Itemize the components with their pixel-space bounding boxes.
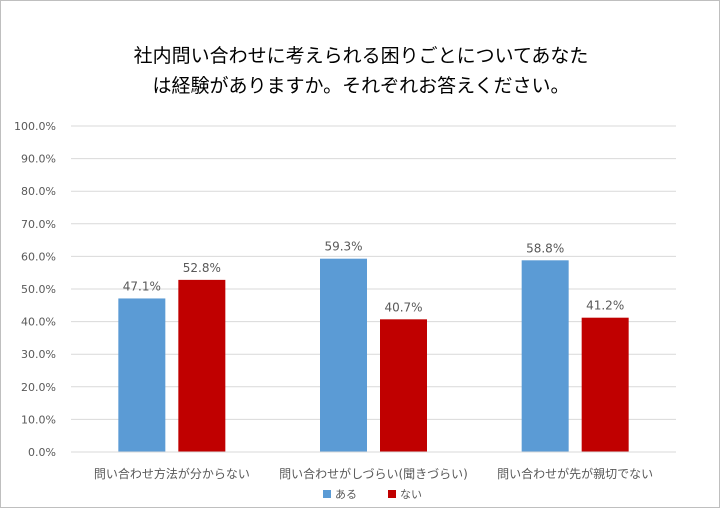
y-tick-label: 30.0% [21,348,56,361]
y-tick-label: 0.0% [28,446,56,459]
bar [521,260,569,452]
data-label: 41.2% [586,299,624,313]
legend-swatch [323,490,331,498]
y-tick-label: 40.0% [21,316,56,329]
bar [178,279,226,452]
y-tick-label: 80.0% [21,185,56,198]
data-label: 58.8% [526,241,564,255]
legend-swatch [388,490,396,498]
legend-label: ない [400,488,422,501]
y-tick-label: 90.0% [21,153,56,166]
y-tick-label: 50.0% [21,283,56,296]
x-tick-label: 問い合わせ方法が分からない [94,466,250,481]
bar [581,317,629,452]
y-tick-label: 100.0% [14,120,56,133]
bar [118,298,166,452]
bar [320,258,367,452]
legend-label: ある [335,488,357,501]
data-label: 52.8% [183,261,221,275]
y-tick-label: 70.0% [21,218,56,231]
bar [380,319,427,452]
y-tick-label: 20.0% [21,381,56,394]
y-tick-label: 60.0% [21,250,56,263]
data-label: 59.3% [324,240,362,254]
y-tick-label: 10.0% [21,413,56,426]
chart-title-line-2: は経験がありますか。それぞれお答えください。 [152,75,570,97]
data-label: 40.7% [384,300,422,314]
x-tick-label: 問い合わせが先が親切でない [497,466,653,481]
data-label: 47.1% [123,279,161,293]
chart-title-line-1: 社内問い合わせに考えられる困りごとについてあなた [133,45,589,67]
x-tick-label: 問い合わせがしづらい(聞きづらい) [279,466,468,481]
